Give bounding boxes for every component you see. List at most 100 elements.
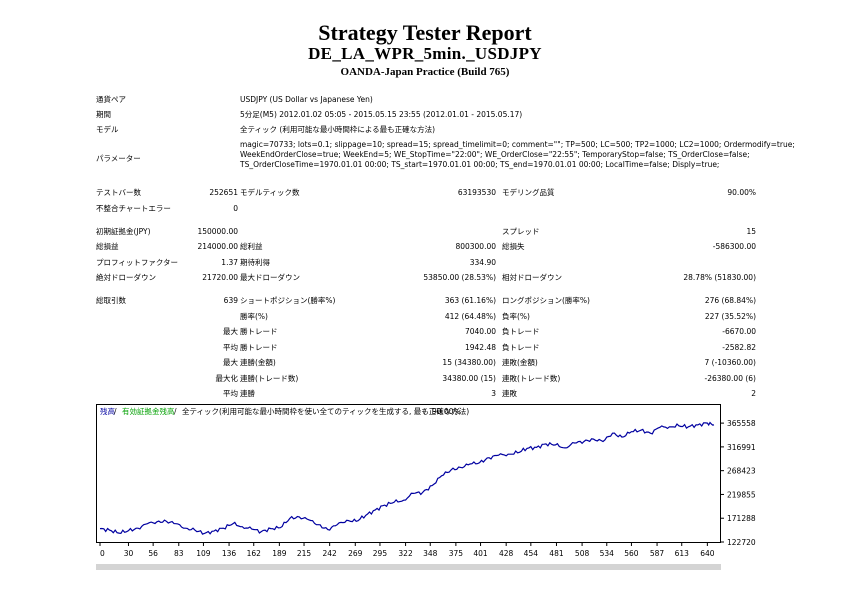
y-tick-label: 365558 [727,419,756,428]
cons-wins-label: 連勝(金額) [240,358,276,367]
y-tick-label: 316991 [727,443,756,452]
balance-chart: 残高 / 有効証拠金残高 / 全ティック(利用可能な最小時間枠を使い全てのティッ… [96,404,756,570]
stats-row-consecutive: 最大 連勝(金額) 15 (34380.00) 連敗(金額) 7 (-10360… [96,357,756,369]
server-name: OANDA-Japan Practice (Build 765) [340,66,510,78]
long-label: ロングポジション(勝率%) [502,296,590,305]
rel-dd-value: 28.78% (51830.00) [683,273,756,282]
deposit-label: 初期証拠金(JPY) [96,227,151,236]
x-tick-label: 162 [247,549,262,558]
x-tick-label: 587 [650,549,665,558]
avg2-label: 平均 [223,389,238,398]
mismatch-value: 0 [233,204,238,213]
stats-row-avg-consecutive: 平均 連勝 3 連敗 2 [96,388,756,400]
win-pct-label: 勝率(%) [240,312,268,321]
pf-label: プロフィットファクター [96,258,179,267]
x-tick-label: 215 [297,549,312,558]
model-label: モデル [96,125,119,134]
deposit-value: 150000.00 [197,227,238,236]
avg-win-value: 1942.48 [464,343,496,352]
net-value: 214000.00 [197,242,238,251]
largest-win-label: 勝トレード [240,327,278,336]
stats-row-trades: 総取引数 639 ショートポジション(勝率%) 363 (61.16%) ロング… [96,295,756,307]
y-tick-label: 122720 [727,538,756,547]
cons-losses-value: 7 (-10360.00) [704,358,756,367]
x-tick-label: 560 [624,549,639,558]
stats-row-maximal: 最大化 連勝(トレード数) 34380.00 (15) 連敗(トレード数) -2… [96,373,757,385]
spread-label: スプレッド [502,227,540,236]
ticks-label: モデルティック数 [240,188,300,197]
cons-profit-value: 34380.00 (15) [442,374,496,383]
stats-row-pf: プロフィットファクター 1.37 期待利得 334.90 [96,257,756,269]
spread-value: 15 [746,227,756,236]
symbol-label: 通貨ペア [96,95,126,104]
y-tick-label: 268423 [727,467,756,476]
gross-profit-value: 800300.00 [455,242,496,251]
trades-label: 総取引数 [96,296,126,305]
abs-dd-label: 絶対ドローダウン [96,273,156,282]
avg-win-label: 勝トレード [240,343,278,352]
x-tick-label: 428 [499,549,514,558]
legend-balance: 残高 [100,406,115,416]
abs-dd-value: 21720.00 [202,273,238,282]
x-axis: 0 30 56 83 109 136 162 189 215 242 269 295 322 348 375… [99,542,715,558]
mismatch-label: 不整合チャートエラー [96,204,171,213]
cons-loss-value: -26380.00 (6) [704,374,756,383]
largest-loss-label: 負トレード [502,327,540,336]
symbol-value: USDJPY (US Dollar vs Japanese Yen) [240,95,373,104]
x-tick-label: 401 [473,549,488,558]
avg-cons-wins-label: 連勝 [240,389,255,398]
ticks-value: 63193530 [457,188,496,197]
cons-loss-label: 連敗(トレード数) [502,374,561,383]
legend-sep2: / [174,407,177,416]
cons-wins-value: 15 (34380.00) [442,358,496,367]
stats-row-winpct: 勝率(%) 412 (64.48%) 負率(%) 227 (35.52%) [96,311,756,323]
legend-sep1: / [114,407,117,416]
x-tick-label: 534 [600,549,615,558]
x-tick-label: 508 [575,549,590,558]
net-label: 総損益 [96,242,119,251]
avg-cons-wins-value: 3 [491,389,496,398]
chart-scrollbar [96,564,721,570]
loss-pct-label: 負率(%) [502,312,530,321]
x-tick-label: 454 [524,549,539,558]
stats-row-average: 平均 勝トレード 1942.48 負トレード -2582.82 [96,342,756,354]
short-value: 363 (61.16%) [444,296,496,305]
stats-row-mismatch: 不整合チャートエラー 0 [96,203,756,215]
y-tick-label: 219855 [727,490,756,499]
max2-label: 最大 [223,358,238,367]
x-tick-label: 322 [398,549,413,558]
report-title: Strategy Tester Report [318,20,532,45]
avg-loss-value: -2582.82 [722,343,756,352]
x-tick-label: 136 [222,549,237,558]
max-label: 最大 [223,327,238,336]
legend-equity: 有効証拠金残高 [122,406,175,416]
legend-model: 全ティック(利用可能な最小時間枠を使い全てのティックを生成する, 最も正確な方法… [182,406,469,416]
pf-value: 1.37 [221,258,238,267]
legend-quality: 90.00% [432,407,461,416]
payoff-value: 334.90 [469,258,496,267]
max-dd-label: 最大ドローダウン [240,273,300,282]
stats-row-largest: 最大 勝トレード 7040.00 負トレード -6670.00 [96,326,756,338]
gross-loss-label: 総損失 [502,242,525,251]
x-tick-label: 56 [148,549,158,558]
model-value: 全ティック (利用可能な最小時間枠による最も正確な方法) [240,125,436,134]
trades-value: 639 [223,296,238,305]
long-value: 276 (68.84%) [704,296,756,305]
report-subtitle: DE_LA_WPR_5min._USDJPY [308,44,542,63]
stats-row-bars: テストバー数 252651 モデルティック数 63193530 モデリング品質 … [96,187,756,199]
short-label: ショートポジション(勝率%) [240,296,336,305]
avg-cons-losses-label: 連敗 [502,389,517,398]
period-label: 期間 [96,110,111,119]
x-tick-label: 375 [449,549,464,558]
gross-profit-label: 総利益 [240,242,263,251]
x-tick-label: 295 [373,549,388,558]
x-tick-label: 481 [549,549,564,558]
cons-profit-label: 連勝(トレード数) [240,374,299,383]
x-tick-label: 348 [423,549,438,558]
chart-plot-area [96,404,721,543]
bars-label: テストバー数 [96,188,141,197]
stats-row-net: 総損益 214000.00 総利益 800300.00 総損失 -586300.… [96,241,756,253]
x-tick-label: 109 [196,549,211,558]
x-tick-label: 242 [322,549,337,558]
quality-label: モデリング品質 [502,188,555,197]
